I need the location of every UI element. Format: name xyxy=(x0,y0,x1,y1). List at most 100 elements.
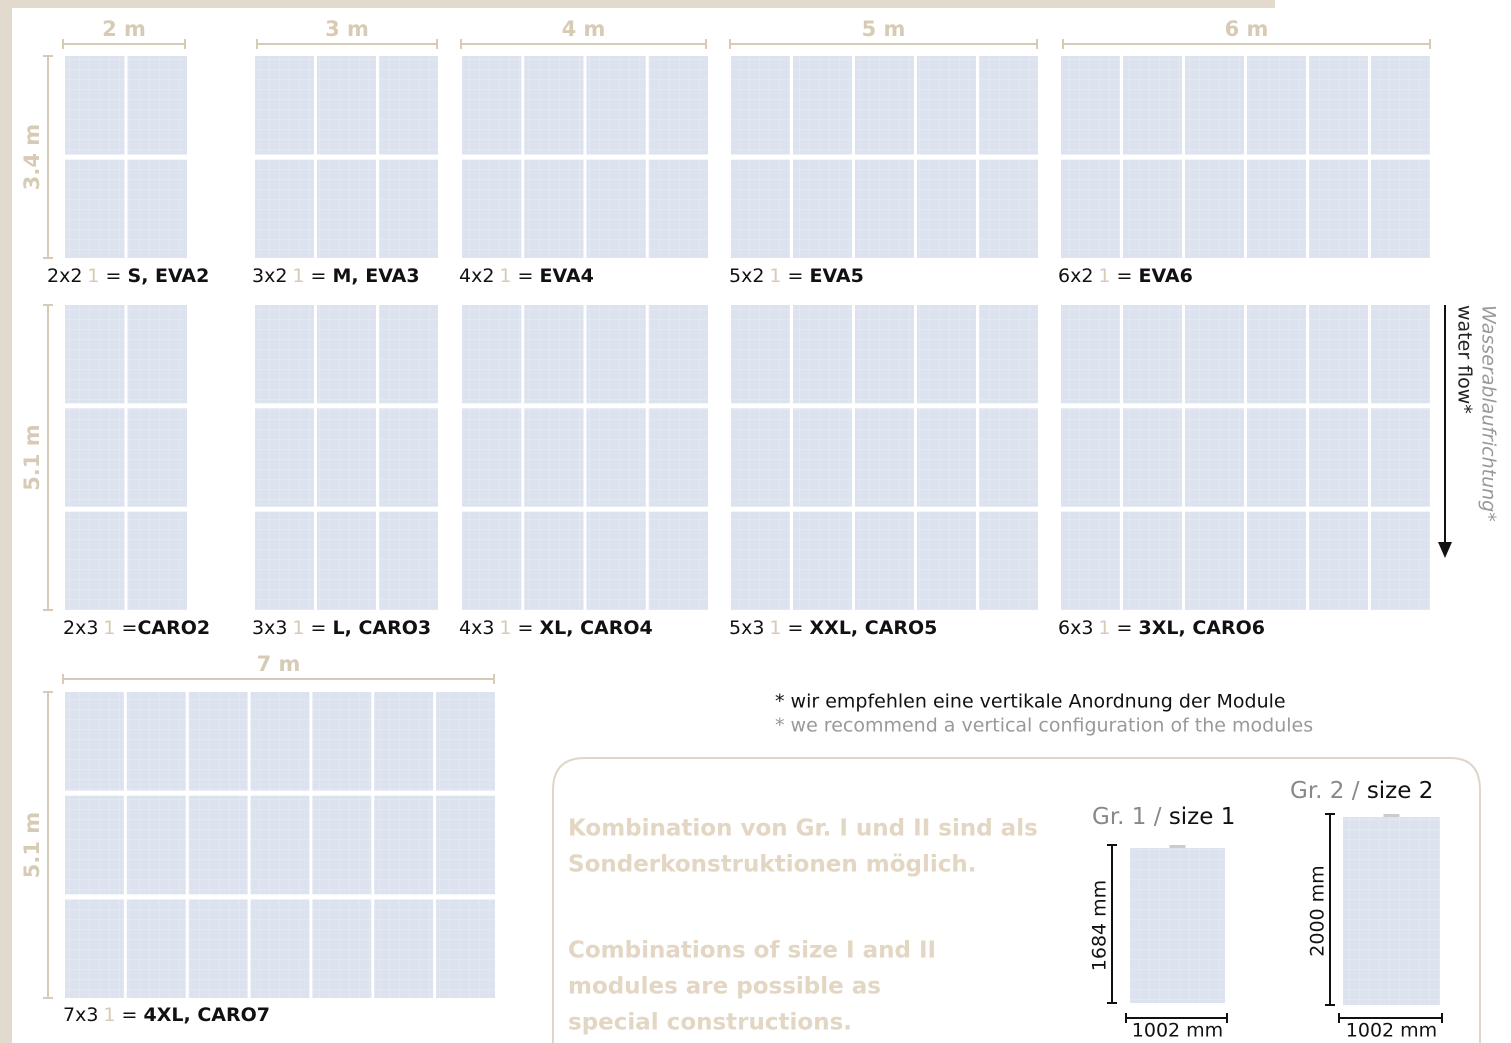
arrow-head xyxy=(1438,542,1452,558)
config-label: 4x2 1 = EVA4 xyxy=(459,265,594,287)
solar-panel xyxy=(1061,159,1120,258)
config-name: L, CARO3 xyxy=(333,617,432,639)
size-name: size 2 xyxy=(1367,778,1434,804)
solar-panel xyxy=(586,56,646,155)
config-unit: 1 xyxy=(292,617,304,639)
config-eq: = xyxy=(782,265,810,287)
solar-panel xyxy=(374,795,434,895)
solar-panel xyxy=(1309,159,1368,258)
height-bracket xyxy=(43,55,53,259)
solar-panel xyxy=(1371,56,1430,155)
width-bracket xyxy=(256,39,438,49)
solar-panel xyxy=(1371,408,1430,507)
solar-panel xyxy=(317,511,376,610)
config-eq: = xyxy=(100,265,128,287)
box-text-en: modules are possible as xyxy=(568,974,881,1000)
solar-panel xyxy=(250,899,310,998)
solar-panel xyxy=(312,899,372,998)
config-unit: 1 xyxy=(1098,617,1110,639)
solar-panel xyxy=(648,159,708,258)
solar-panel xyxy=(731,159,790,258)
solar-panel xyxy=(1309,511,1368,610)
box-text-de: Kombination von Gr. I und II sind als xyxy=(568,816,1038,842)
width-bracket xyxy=(1062,39,1431,49)
config-label: 3x3 1 = L, CARO3 xyxy=(252,617,431,639)
solar-panel xyxy=(917,511,976,610)
solar-panel xyxy=(312,692,372,791)
config-grid: 6x3 xyxy=(1058,617,1093,639)
width-label: 4 m xyxy=(562,17,606,41)
config-name: EVA5 xyxy=(810,265,864,287)
config-unit: 1 xyxy=(769,265,781,287)
solar-panel xyxy=(1123,408,1182,507)
config-grid: 4x3 xyxy=(459,617,494,639)
solar-panel xyxy=(379,56,438,155)
config-label: 2x2 1 = S, EVA2 xyxy=(47,265,209,287)
config-label: 7x3 1 = 4XL, CARO7 xyxy=(63,1004,270,1026)
solar-panel xyxy=(250,795,310,895)
config-unit: 1 xyxy=(499,265,511,287)
module-height: 2000 mm xyxy=(1307,865,1329,956)
solar-panel xyxy=(312,795,372,895)
solar-panel xyxy=(188,692,248,791)
solar-panel xyxy=(1185,305,1244,404)
solar-panel xyxy=(126,692,186,791)
config-unit: 1 xyxy=(292,265,304,287)
config-label: 5x3 1 = XXL, CARO5 xyxy=(729,617,937,639)
solar-panel xyxy=(188,899,248,998)
solar-panel xyxy=(374,692,434,791)
solar-panel xyxy=(127,408,187,507)
width-label: 2 m xyxy=(102,17,146,41)
solar-panel xyxy=(436,692,495,791)
config-grid: 3x2 xyxy=(252,265,287,287)
info-box xyxy=(552,757,1481,1043)
solar-panel xyxy=(1123,159,1182,258)
module xyxy=(1130,848,1225,1003)
config-grid: 2x2 xyxy=(47,265,82,287)
config-eq: = xyxy=(1111,617,1139,639)
module-width-bar xyxy=(1338,1013,1443,1023)
box-text-de: Sonderkonstruktionen möglich. xyxy=(568,852,976,878)
solar-panel xyxy=(379,159,438,258)
solar-panel xyxy=(1309,305,1368,404)
solar-panel xyxy=(65,511,125,610)
config-name: M, EVA3 xyxy=(333,265,420,287)
config-grid: 4x2 xyxy=(459,265,494,287)
config-name: S, EVA2 xyxy=(128,265,210,287)
solar-panel xyxy=(731,511,790,610)
solar-panel xyxy=(317,56,376,155)
solar-panel xyxy=(855,408,914,507)
solar-panel xyxy=(1247,408,1306,507)
solar-panel xyxy=(126,899,186,998)
solar-panel xyxy=(127,305,187,404)
solar-panel xyxy=(1185,511,1244,610)
solar-panel xyxy=(65,159,125,258)
solar-panel xyxy=(1185,56,1244,155)
config-label: 4x3 1 = XL, CARO4 xyxy=(459,617,653,639)
height-label: 3.4 m xyxy=(20,124,44,190)
config-label: 6x2 1 = EVA6 xyxy=(1058,265,1193,287)
config-label: 2x3 1 =CARO2 xyxy=(63,617,210,639)
height-bracket xyxy=(43,304,53,611)
config-unit: 1 xyxy=(87,265,99,287)
solar-panel xyxy=(586,159,646,258)
solar-panel xyxy=(1061,511,1120,610)
width-bracket xyxy=(62,39,186,49)
solar-panel xyxy=(65,305,125,404)
width-bracket xyxy=(460,39,707,49)
solar-panel xyxy=(1309,408,1368,507)
solar-panel xyxy=(379,408,438,507)
solar-panel xyxy=(586,305,646,404)
size-sep: / xyxy=(1146,804,1168,830)
solar-panel xyxy=(979,511,1038,610)
size-name: size 1 xyxy=(1169,804,1236,830)
module xyxy=(1343,817,1440,1005)
solar-panel xyxy=(917,159,976,258)
config-eq: = xyxy=(512,617,540,639)
config-grid: 5x2 xyxy=(729,265,764,287)
solar-panel xyxy=(1371,159,1430,258)
solar-panel xyxy=(1123,56,1182,155)
width-bracket xyxy=(62,674,495,684)
solar-panel xyxy=(65,692,124,791)
